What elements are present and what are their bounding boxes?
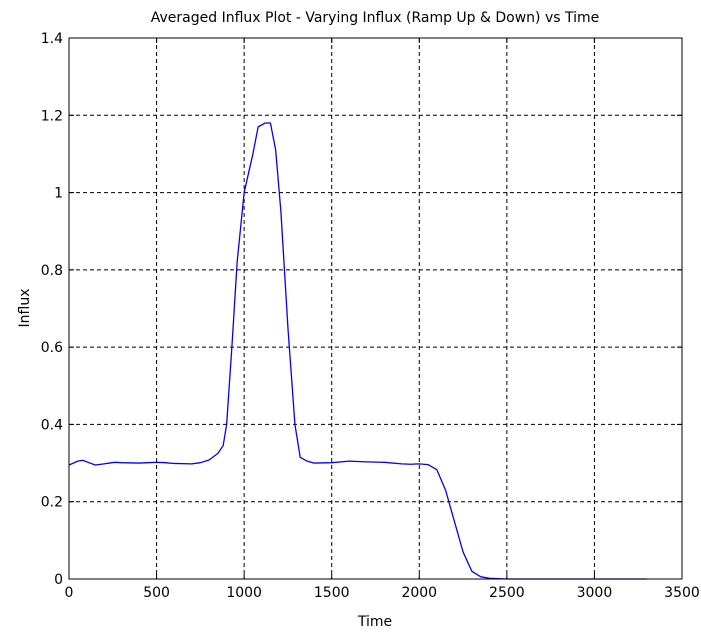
x-tick-label: 1000 bbox=[226, 585, 262, 601]
y-tick-label: 1.4 bbox=[41, 31, 63, 47]
x-tick-label: 2000 bbox=[401, 585, 437, 601]
y-tick-label: 1 bbox=[54, 186, 63, 202]
y-tick-label: 0 bbox=[54, 572, 63, 588]
grid bbox=[69, 38, 682, 579]
x-tick-label: 0 bbox=[65, 585, 74, 601]
data-layer bbox=[68, 122, 647, 580]
plot-border bbox=[68, 37, 683, 580]
y-tick-label: 0.6 bbox=[41, 340, 63, 356]
x-tick-label: 3000 bbox=[577, 585, 613, 601]
x-tick-label: 3500 bbox=[664, 585, 700, 601]
x-axis-label: Time bbox=[357, 614, 392, 630]
y-axis-label: Influx bbox=[17, 289, 33, 328]
x-tick-label: 500 bbox=[143, 585, 170, 601]
x-tick-label: 1500 bbox=[314, 585, 350, 601]
y-tick-label: 0.2 bbox=[41, 495, 63, 511]
plot-area bbox=[69, 38, 682, 579]
y-tick-label: 1.2 bbox=[41, 108, 63, 124]
y-tick-label: 0.8 bbox=[41, 263, 63, 279]
chart-title: Averaged Influx Plot - Varying Influx (R… bbox=[151, 10, 600, 26]
series-line bbox=[68, 122, 647, 580]
y-tick-label: 0.4 bbox=[41, 417, 63, 433]
x-tick-label: 2500 bbox=[489, 585, 525, 601]
ticks: 0 500 1000 1500 2000 2500 3000 3500 0 0.2 0.4 0.6 0.… bbox=[41, 31, 700, 601]
